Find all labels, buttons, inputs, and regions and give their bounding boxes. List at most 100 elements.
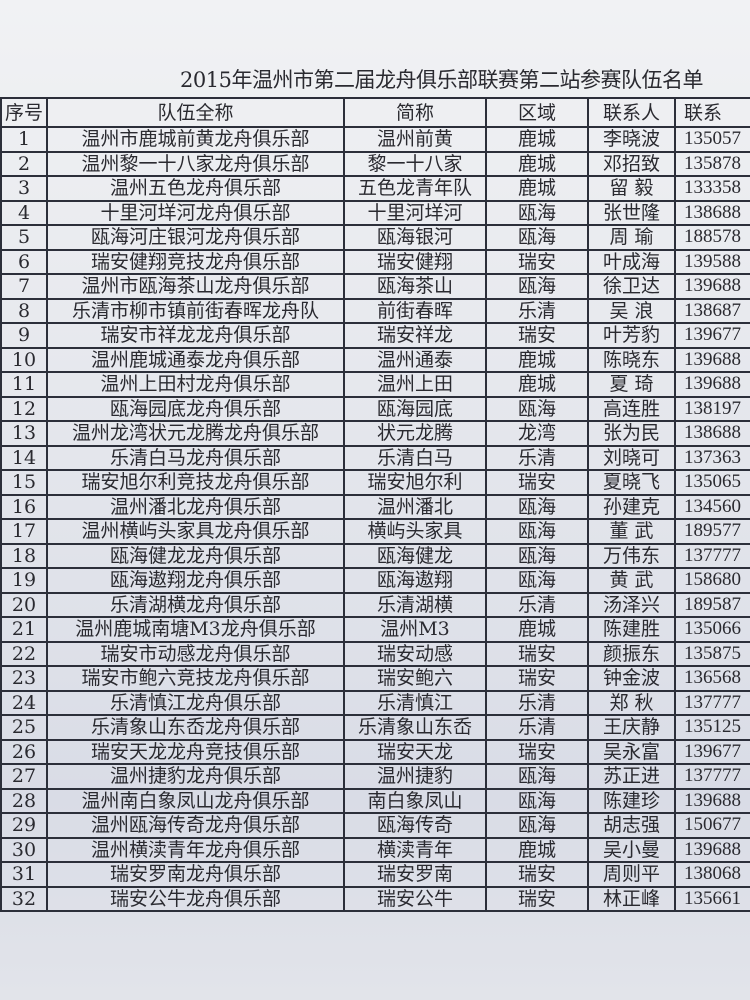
cell-col-short-name: 瑞安天龙: [343, 738, 487, 765]
table-row: 13 温州龙湾状元龙腾龙舟俱乐部 状元龙腾 龙湾 张为民 138688: [0, 420, 750, 447]
cell-col-index: 4: [0, 199, 48, 226]
header-col-index: 序号: [0, 97, 48, 128]
cell-col-region: 鹿城: [485, 836, 589, 863]
table-row: 4 十里河垟河龙舟俱乐部 十里河垟河 瓯海 张世隆 138688: [0, 199, 750, 226]
cell-col-short-name: 乐清慎江: [343, 689, 487, 716]
cell-col-full-name: 瑞安罗南龙舟俱乐部: [46, 861, 345, 888]
cell-col-region: 乐清: [485, 444, 589, 471]
cell-col-full-name: 温州捷豹龙舟俱乐部: [46, 763, 345, 790]
cell-col-full-name: 温州南白象凤山龙舟俱乐部: [46, 787, 345, 814]
cell-col-short-name: 瑞安公牛: [343, 885, 487, 912]
cell-col-short-name: 温州通泰: [343, 346, 487, 373]
cell-col-index: 21: [0, 616, 48, 643]
cell-col-region: 瓯海: [485, 224, 589, 251]
table-row: 20 乐清湖横龙舟俱乐部 乐清湖横 乐清 汤泽兴 189587: [0, 591, 750, 618]
cell-col-phone: 134560: [674, 493, 750, 520]
cell-col-contact: 陈晓东: [587, 346, 676, 373]
table-row: 22 瑞安市动感龙舟俱乐部 瑞安动感 瑞安 颜振东 135875: [0, 640, 750, 667]
cell-col-phone: 189587: [674, 591, 750, 618]
cell-col-index: 13: [0, 420, 48, 447]
cell-col-phone: 135065: [674, 469, 750, 496]
cell-col-full-name: 温州潘北龙舟俱乐部: [46, 493, 345, 520]
cell-col-contact: 陈建珍: [587, 787, 676, 814]
cell-col-region: 瓯海: [485, 542, 589, 569]
cell-col-contact: 钟金波: [587, 665, 676, 692]
cell-col-short-name: 瓯海传奇: [343, 812, 487, 839]
cell-col-phone: 158680: [674, 567, 750, 594]
cell-col-phone: 135057: [674, 126, 750, 153]
cell-col-short-name: 状元龙腾: [343, 420, 487, 447]
cell-col-full-name: 乐清慎江龙舟俱乐部: [46, 689, 345, 716]
cell-col-contact: 周则平: [587, 861, 676, 888]
cell-col-short-name: 南白象凤山: [343, 787, 487, 814]
cell-col-phone: 139588: [674, 248, 750, 275]
cell-col-full-name: 温州瓯海传奇龙舟俱乐部: [46, 812, 345, 839]
cell-col-full-name: 乐清白马龙舟俱乐部: [46, 444, 345, 471]
cell-col-index: 16: [0, 493, 48, 520]
cell-col-region: 瓯海: [485, 812, 589, 839]
table-row: 31 瑞安罗南龙舟俱乐部 瑞安罗南 瑞安 周则平 138068: [0, 861, 750, 888]
cell-col-region: 瑞安: [485, 322, 589, 349]
table-row: 23 瑞安市鲍六竞技龙舟俱乐部 瑞安鲍六 瑞安 钟金波 136568: [0, 665, 750, 692]
cell-col-region: 瑞安: [485, 738, 589, 765]
cell-col-short-name: 瑞安旭尔利: [343, 469, 487, 496]
cell-col-region: 鹿城: [485, 175, 589, 202]
table-row: 17 温州横屿头家具龙舟俱乐部 横屿头家具 瓯海董 武 189577: [0, 518, 750, 545]
cell-col-full-name: 瑞安旭尔利竞技龙舟俱乐部: [46, 469, 345, 496]
table-row: 24 乐清慎江龙舟俱乐部 乐清慎江 乐清郑 秋 137777: [0, 689, 750, 716]
cell-col-full-name: 温州五色龙舟俱乐部: [46, 175, 345, 202]
cell-col-phone: 139677: [674, 322, 750, 349]
cell-col-index: 3: [0, 175, 48, 202]
table-row: 1 温州市鹿城前黄龙舟俱乐部 温州前黄 鹿城 李晓波 135057: [0, 126, 750, 153]
cell-col-phone: 150677: [674, 812, 750, 839]
cell-col-contact: 吴小曼: [587, 836, 676, 863]
cell-col-contact: 万伟东: [587, 542, 676, 569]
cell-col-full-name: 瓯海园底龙舟俱乐部: [46, 395, 345, 422]
table-row: 25 乐清象山东岙龙舟俱乐部 乐清象山东岙 乐清 王庆静 135125: [0, 714, 750, 741]
table-row: 30 温州横渎青年龙舟俱乐部 横渎青年 鹿城 吴小曼 139688: [0, 836, 750, 863]
cell-col-full-name: 瑞安市祥龙龙舟俱乐部: [46, 322, 345, 349]
cell-col-region: 乐清: [485, 297, 589, 324]
cell-col-full-name: 温州市鹿城前黄龙舟俱乐部: [46, 126, 345, 153]
cell-col-region: 瓯海: [485, 273, 589, 300]
cell-col-index: 20: [0, 591, 48, 618]
cell-col-contact: 张为民: [587, 420, 676, 447]
cell-col-phone: 139688: [674, 346, 750, 373]
cell-col-contact: 汤泽兴: [587, 591, 676, 618]
table-row: 14 乐清白马龙舟俱乐部 乐清白马 乐清 刘晓可 137363: [0, 444, 750, 471]
cell-col-full-name: 温州鹿城南塘M3龙舟俱乐部: [46, 616, 345, 643]
cell-col-region: 瓯海: [485, 567, 589, 594]
cell-col-region: 鹿城: [485, 126, 589, 153]
header-col-short-name: 简称: [343, 97, 487, 128]
cell-col-index: 29: [0, 812, 48, 839]
table-body: 1 温州市鹿城前黄龙舟俱乐部 温州前黄 鹿城 李晓波 135057 2 温州黎一十八家龙舟俱乐…: [0, 126, 750, 912]
cell-col-index: 5: [0, 224, 48, 251]
cell-col-region: 瑞安: [485, 665, 589, 692]
cell-col-index: 24: [0, 689, 48, 716]
cell-col-contact: 郑 秋: [587, 689, 676, 716]
cell-col-contact: 吴永富: [587, 738, 676, 765]
table-row: 19 瓯海遨翔龙舟俱乐部 瓯海遨翔 瓯海黄 武 158680: [0, 567, 750, 594]
cell-col-short-name: 乐清湖横: [343, 591, 487, 618]
cell-col-region: 鹿城: [485, 616, 589, 643]
cell-col-phone: 138197: [674, 395, 750, 422]
cell-col-full-name: 温州上田村龙舟俱乐部: [46, 371, 345, 398]
cell-col-contact: 黄 武: [587, 567, 676, 594]
cell-col-short-name: 乐清白马: [343, 444, 487, 471]
cell-col-full-name: 瑞安市动感龙舟俱乐部: [46, 640, 345, 667]
cell-col-short-name: 瓯海园底: [343, 395, 487, 422]
cell-col-phone: 138687: [674, 297, 750, 324]
cell-col-index: 28: [0, 787, 48, 814]
header-col-full-name: 队伍全称: [46, 97, 345, 128]
cell-col-contact: 徐卫达: [587, 273, 676, 300]
cell-col-short-name: 温州M3: [343, 616, 487, 643]
cell-col-region: 瓯海: [485, 763, 589, 790]
table-row: 9 瑞安市祥龙龙舟俱乐部 瑞安祥龙 瑞安 叶芳豹 139677: [0, 322, 750, 349]
cell-col-index: 10: [0, 346, 48, 373]
cell-col-region: 瑞安: [485, 640, 589, 667]
table-row: 29 温州瓯海传奇龙舟俱乐部 瓯海传奇 瓯海 胡志强 150677: [0, 812, 750, 839]
cell-col-index: 8: [0, 297, 48, 324]
cell-col-index: 17: [0, 518, 48, 545]
cell-col-index: 32: [0, 885, 48, 912]
cell-col-contact: 林正峰: [587, 885, 676, 912]
